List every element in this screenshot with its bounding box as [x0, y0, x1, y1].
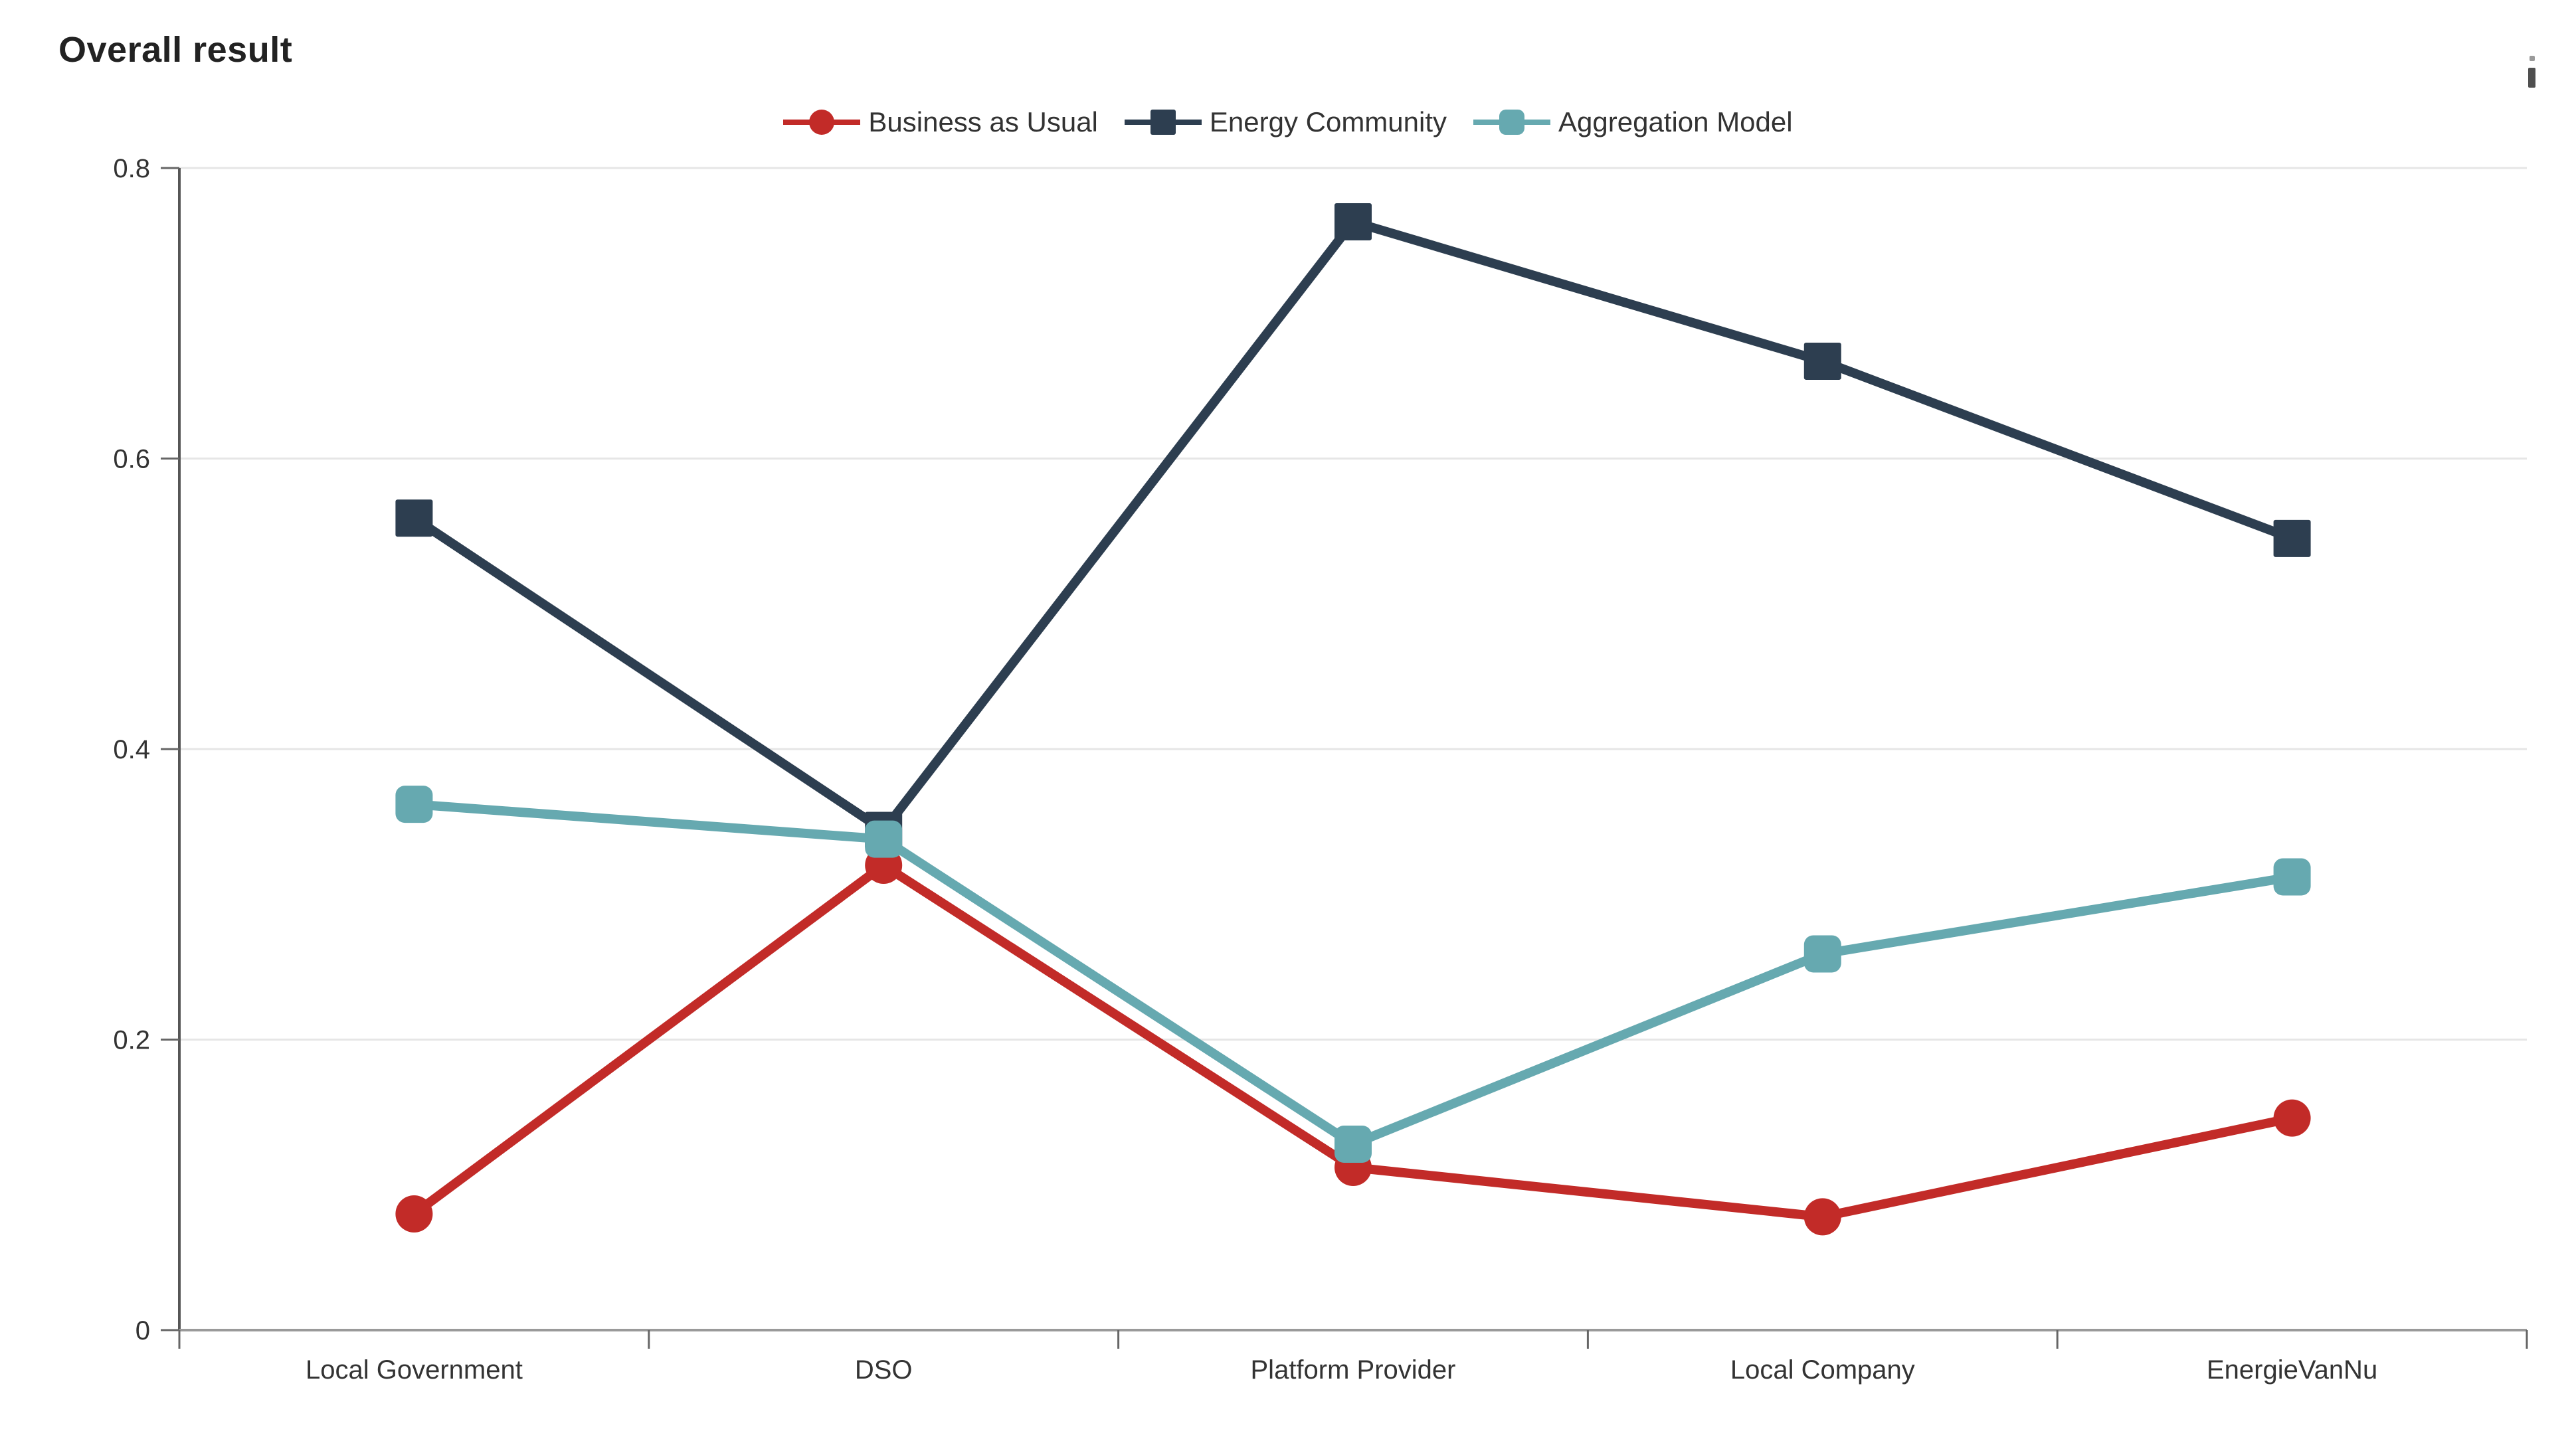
- legend-shape: [1150, 110, 1176, 135]
- legend-label: Business as Usual: [868, 106, 1098, 137]
- x-axis-label-local-government: Local Government: [306, 1355, 523, 1385]
- data-point-aggregation-model[interactable]: [395, 786, 433, 823]
- legend-item-business-as-usual[interactable]: Business as Usual: [783, 105, 1098, 139]
- data-point-business-as-usual[interactable]: [1803, 1198, 1841, 1236]
- legend: Business as Usual Energy Community Aggrega…: [0, 105, 2576, 139]
- menu-bar: [2528, 68, 2535, 88]
- legend-shape: [809, 110, 835, 135]
- page-title: Overall result: [58, 30, 293, 70]
- y-axis-label: 0.6: [113, 445, 150, 474]
- legend-circle-icon: [783, 105, 861, 139]
- x-axis-label-local-company: Local Company: [1730, 1355, 1915, 1385]
- y-axis-label: 0.8: [113, 154, 150, 183]
- y-axis-label: 0.2: [113, 1026, 150, 1055]
- data-point-aggregation-model[interactable]: [1803, 935, 1841, 973]
- legend-shape: [1499, 110, 1525, 135]
- menu-dot: [2530, 56, 2535, 61]
- data-point-energy-community[interactable]: [395, 499, 433, 537]
- x-axis-label-dso: DSO: [855, 1355, 913, 1385]
- data-point-business-as-usual[interactable]: [2273, 1099, 2311, 1137]
- data-point-aggregation-model[interactable]: [2273, 858, 2311, 896]
- legend-rounded-square-icon: [1473, 105, 1551, 139]
- legend-label: Energy Community: [1209, 106, 1447, 137]
- x-axis-label-platform-provider: Platform Provider: [1251, 1355, 1456, 1385]
- y-axis-label: 0: [136, 1316, 150, 1345]
- y-axis-label: 0.4: [113, 735, 150, 764]
- data-point-energy-community[interactable]: [2273, 519, 2311, 557]
- legend-square-icon: [1124, 105, 1202, 139]
- series-line-energy-community: [409, 216, 2297, 835]
- legend-item-energy-community[interactable]: Energy Community: [1124, 105, 1447, 139]
- data-point-business-as-usual[interactable]: [395, 1195, 433, 1233]
- data-point-energy-community[interactable]: [1803, 342, 1841, 380]
- data-point-aggregation-model[interactable]: [1334, 1126, 1372, 1163]
- data-point-energy-community[interactable]: [1334, 203, 1372, 240]
- truncated-menu-icon[interactable]: [2527, 54, 2537, 88]
- data-point-aggregation-model[interactable]: [865, 820, 903, 858]
- legend-label: Aggregation Model: [1558, 106, 1793, 137]
- x-axis-label-energievannu: EnergieVanNu: [2207, 1355, 2377, 1385]
- legend-item-aggregation-model[interactable]: Aggregation Model: [1473, 105, 1793, 139]
- series-line-aggregation-model: [409, 800, 2297, 1149]
